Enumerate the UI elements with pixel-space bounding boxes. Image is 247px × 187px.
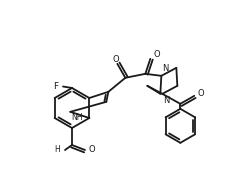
Text: NH: NH bbox=[71, 113, 83, 122]
Text: N: N bbox=[162, 64, 169, 73]
Text: N: N bbox=[163, 96, 170, 105]
Text: O: O bbox=[197, 89, 204, 98]
Text: F: F bbox=[53, 82, 58, 91]
Text: H: H bbox=[54, 145, 60, 154]
Text: O: O bbox=[112, 55, 119, 64]
Text: O: O bbox=[88, 145, 95, 154]
Text: O: O bbox=[153, 50, 160, 59]
